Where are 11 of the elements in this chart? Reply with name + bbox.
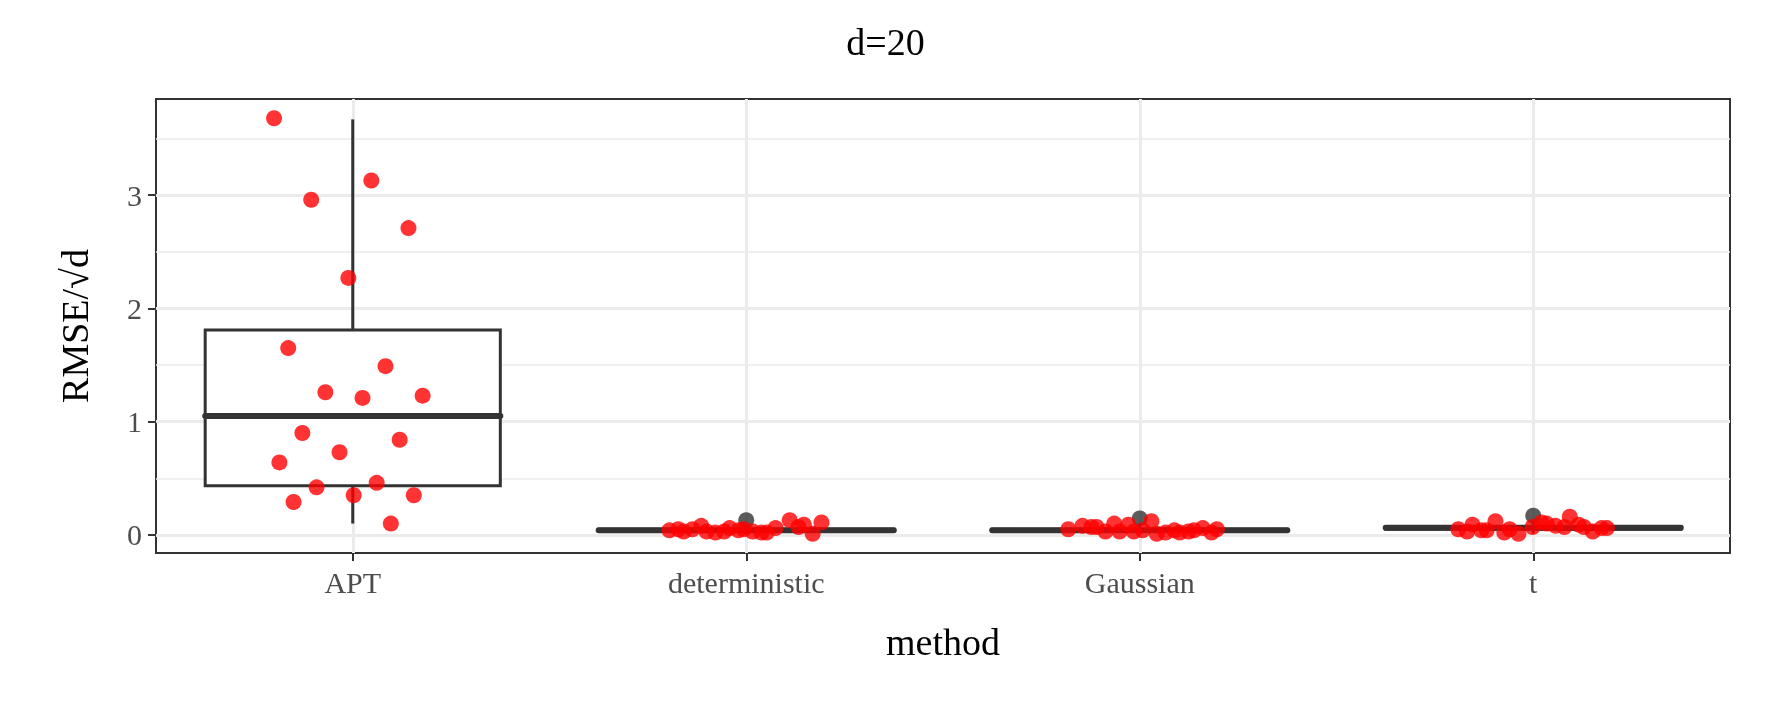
x-tick-label: deterministic xyxy=(667,565,825,599)
y-tick-label: 2 xyxy=(127,291,142,325)
x-axis-title: method xyxy=(886,621,1000,663)
x-tick-label: Gaussian xyxy=(1084,565,1195,599)
x-tick-label: t xyxy=(1529,565,1539,599)
y-axis-title: RMSE/√d xyxy=(54,249,96,403)
chart-title: d=20 xyxy=(846,21,925,63)
y-tick-label: 0 xyxy=(127,518,142,552)
x-tick-label: APT xyxy=(324,565,382,599)
y-tick-label: 3 xyxy=(127,178,142,212)
y-tick-label: 1 xyxy=(127,405,142,439)
